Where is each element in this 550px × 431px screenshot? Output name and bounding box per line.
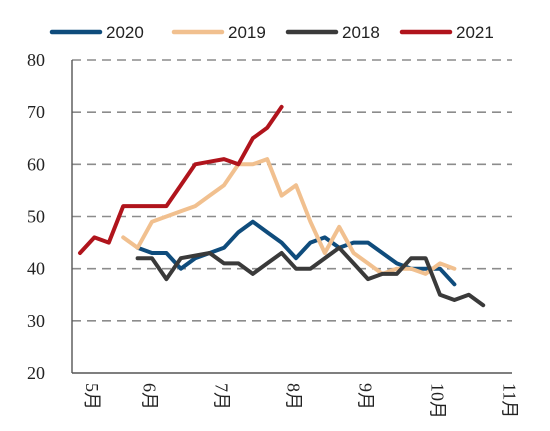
legend-label: 2018 bbox=[342, 23, 380, 42]
axes: 20 30 40 50 60 70 80 5月 6月 7月 8月 9月 10月 11月 bbox=[27, 50, 520, 419]
y-tick-label: 40 bbox=[27, 259, 45, 279]
x-tick-label: 5月 bbox=[82, 383, 102, 410]
x-tick-label: 10月 bbox=[428, 383, 448, 419]
legend-label: 2020 bbox=[106, 23, 144, 42]
legend: 2020 2019 2018 2021 bbox=[49, 23, 494, 42]
x-tick-label: 11月 bbox=[500, 383, 520, 418]
legend-item-2020: 2020 bbox=[49, 23, 144, 42]
legend-item-2019: 2019 bbox=[171, 23, 266, 42]
x-tick-label: 7月 bbox=[212, 383, 232, 410]
y-tick-label: 20 bbox=[27, 363, 45, 383]
legend-item-2018: 2018 bbox=[285, 23, 380, 42]
legend-label: 2021 bbox=[456, 23, 494, 42]
legend-item-2021: 2021 bbox=[399, 23, 494, 42]
x-tick-label: 6月 bbox=[140, 383, 160, 410]
series-line-2020 bbox=[135, 219, 457, 287]
series-line-2018 bbox=[135, 245, 486, 308]
x-tick-label: 9月 bbox=[356, 383, 376, 410]
y-tick-label: 30 bbox=[27, 311, 45, 331]
y-tick-label: 60 bbox=[27, 154, 45, 174]
series-line-2021 bbox=[78, 104, 284, 255]
y-tick-label: 80 bbox=[27, 50, 45, 70]
legend-label: 2019 bbox=[228, 23, 266, 42]
y-tick-label: 50 bbox=[27, 207, 45, 227]
x-tick-label: 8月 bbox=[284, 383, 304, 410]
y-tick-label: 70 bbox=[27, 102, 45, 122]
series-lines bbox=[78, 104, 486, 308]
